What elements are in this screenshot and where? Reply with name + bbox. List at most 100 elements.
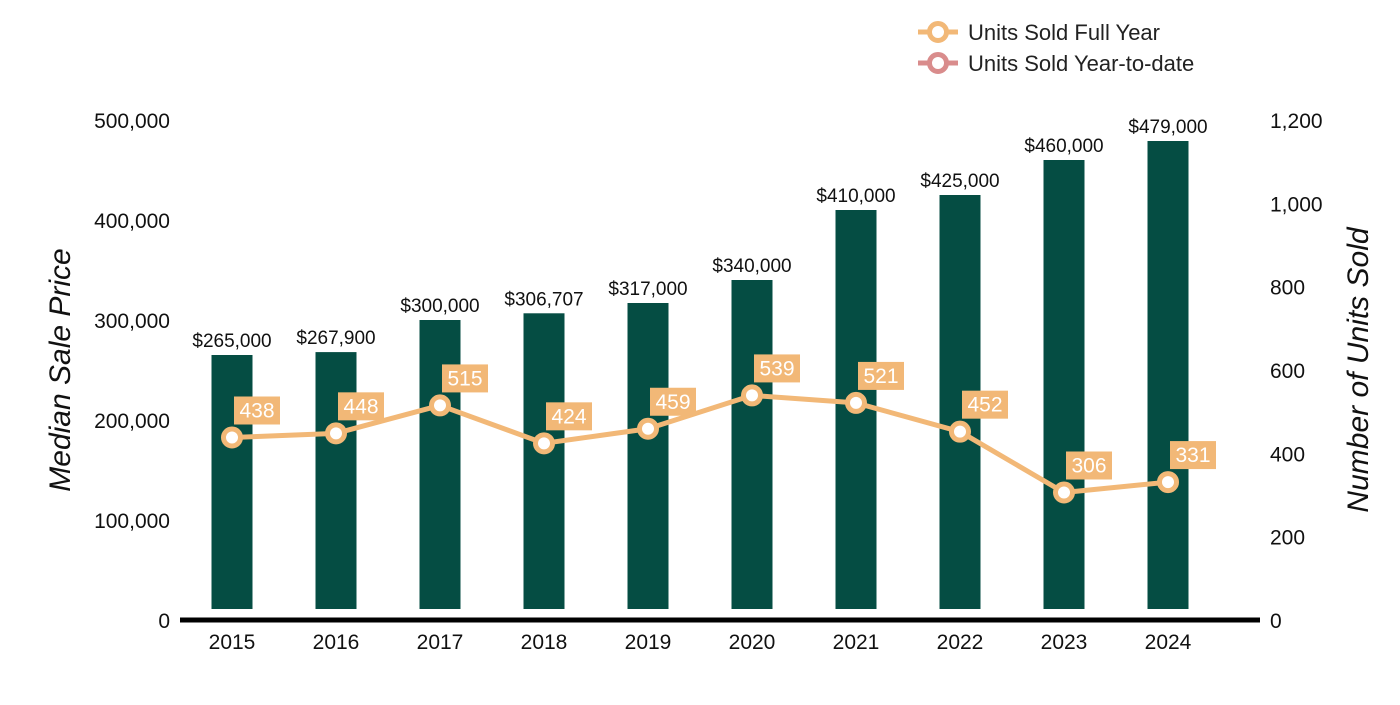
units-point-label-2015: 438 xyxy=(234,396,280,425)
right-tick-label: 800 xyxy=(1270,277,1305,300)
bar-value-label-2016: $267,900 xyxy=(296,328,375,349)
units-point-label-2017: 515 xyxy=(442,364,488,393)
bar-value-label-2022: $425,000 xyxy=(920,171,999,192)
units-label-box xyxy=(754,354,800,383)
units-point-2020 xyxy=(741,384,763,407)
units-point-2021 xyxy=(845,391,867,414)
left-tick-label: 300,000 xyxy=(94,310,170,333)
units-label-text: 452 xyxy=(967,394,1002,417)
right-tick-label: 1,200 xyxy=(1270,110,1323,133)
x-tick-label-2015: 2015 xyxy=(209,631,256,654)
legend-marker-ytd xyxy=(927,52,949,74)
units-point-2019 xyxy=(637,417,659,440)
units-point-label-2022: 452 xyxy=(962,390,1008,419)
legend-label-ytd: Units Sold Year-to-date xyxy=(968,51,1194,76)
units-point-2017 xyxy=(429,394,451,417)
x-axis-ticks: 2015 2016 2017 2018 2019 2020 2021 2022 2023 2024 xyxy=(209,631,1192,654)
units-label-text: 306 xyxy=(1071,455,1106,478)
right-tick-label: 600 xyxy=(1270,360,1305,383)
units-label-text: 459 xyxy=(655,391,690,414)
left-tick-label: 500,000 xyxy=(94,110,170,133)
right-axis-title: Number of Units Sold xyxy=(1342,226,1375,512)
bars-group xyxy=(211,141,1189,609)
units-label-box xyxy=(338,392,384,421)
bar-value-label-2019: $317,000 xyxy=(608,279,687,300)
x-tick-label-2023: 2023 xyxy=(1041,631,1088,654)
units-label-text: 438 xyxy=(239,400,274,423)
legend-item-full-year: Units Sold Full Year xyxy=(918,20,1160,45)
left-tick-label: 400,000 xyxy=(94,210,170,233)
units-label-text: 424 xyxy=(551,405,586,428)
legend-marker-full-year xyxy=(927,21,949,43)
right-tick-label: 200 xyxy=(1270,527,1305,550)
units-line-group xyxy=(229,392,1171,495)
right-tick-label: 0 xyxy=(1270,610,1282,633)
units-label-box xyxy=(546,402,592,431)
bar-2016 xyxy=(315,352,357,609)
bar-2020 xyxy=(731,280,773,609)
left-tick-label: 100,000 xyxy=(94,510,170,533)
units-point-label-2020: 539 xyxy=(754,354,800,383)
units-points-group xyxy=(221,384,1179,504)
x-tick-label-2019: 2019 xyxy=(625,631,672,654)
bar-2015 xyxy=(211,355,253,609)
units-label-text: 539 xyxy=(759,357,794,380)
x-tick-label-2022: 2022 xyxy=(937,631,984,654)
left-axis-title: Median Sale Price xyxy=(44,248,77,491)
units-point-label-2016: 448 xyxy=(338,392,384,421)
bar-2018 xyxy=(523,313,565,609)
units-point-2016 xyxy=(325,422,347,445)
units-label-text: 448 xyxy=(343,395,378,418)
units-point-label-2024: 331 xyxy=(1170,441,1216,470)
units-label-box xyxy=(1066,451,1112,480)
units-label-box xyxy=(650,387,696,416)
units-point-2023 xyxy=(1053,481,1075,504)
left-tick-label: 0 xyxy=(158,610,170,633)
legend-item-ytd: Units Sold Year-to-date xyxy=(918,51,1194,76)
right-tick-label: 400 xyxy=(1270,443,1305,466)
units-point-2022 xyxy=(949,420,971,443)
x-tick-label-2020: 2020 xyxy=(729,631,776,654)
units-point-2018 xyxy=(533,432,555,455)
units-label-box xyxy=(858,361,904,390)
units-point-2024 xyxy=(1157,471,1179,494)
units-label-box xyxy=(962,390,1008,419)
bar-value-label-2024: $479,000 xyxy=(1128,117,1207,138)
units-label-box xyxy=(1170,441,1216,470)
left-axis-ticks: 0 100,000 200,000 300,000 400,000 500,000 xyxy=(94,110,170,633)
x-tick-label-2016: 2016 xyxy=(313,631,360,654)
units-sold-line xyxy=(229,392,1171,495)
bar-value-label-2021: $410,000 xyxy=(816,186,895,207)
bar-value-label-2015: $265,000 xyxy=(192,331,271,352)
units-label-box xyxy=(442,364,488,393)
units-label-box xyxy=(234,396,280,425)
right-tick-label: 1,000 xyxy=(1270,193,1323,216)
x-tick-label-2021: 2021 xyxy=(833,631,880,654)
units-label-text: 515 xyxy=(447,367,482,390)
right-axis-ticks: 0 200 400 600 800 1,000 1,200 xyxy=(1270,110,1323,633)
units-point-label-2019: 459 xyxy=(650,387,696,416)
bar-2024 xyxy=(1147,141,1189,609)
bar-labels-group: $265,000 $267,900 $300,000 $306,707 $317,000… xyxy=(192,117,1207,352)
x-tick-label-2018: 2018 xyxy=(521,631,568,654)
bar-value-label-2017: $300,000 xyxy=(400,296,479,317)
left-tick-label: 200,000 xyxy=(94,410,170,433)
bar-2019 xyxy=(627,303,669,609)
units-point-label-2018: 424 xyxy=(546,402,592,431)
bar-2017 xyxy=(419,320,461,609)
units-point-label-2023: 306 xyxy=(1066,451,1112,480)
units-label-text: 521 xyxy=(863,365,898,388)
legend-label-full-year: Units Sold Full Year xyxy=(968,20,1160,45)
x-tick-label-2017: 2017 xyxy=(417,631,464,654)
bar-value-label-2020: $340,000 xyxy=(712,256,791,277)
units-point-2015 xyxy=(221,426,243,449)
x-tick-label-2024: 2024 xyxy=(1145,631,1192,654)
bar-value-label-2023: $460,000 xyxy=(1024,136,1103,157)
units-point-labels-group: 438 448 515 424 459 539 521 452 306 331 xyxy=(234,354,1216,480)
bar-2023 xyxy=(1043,160,1085,609)
legend: Units Sold Full Year Units Sold Year-to-… xyxy=(918,20,1194,76)
units-point-label-2021: 521 xyxy=(858,361,904,390)
units-label-text: 331 xyxy=(1175,444,1210,467)
